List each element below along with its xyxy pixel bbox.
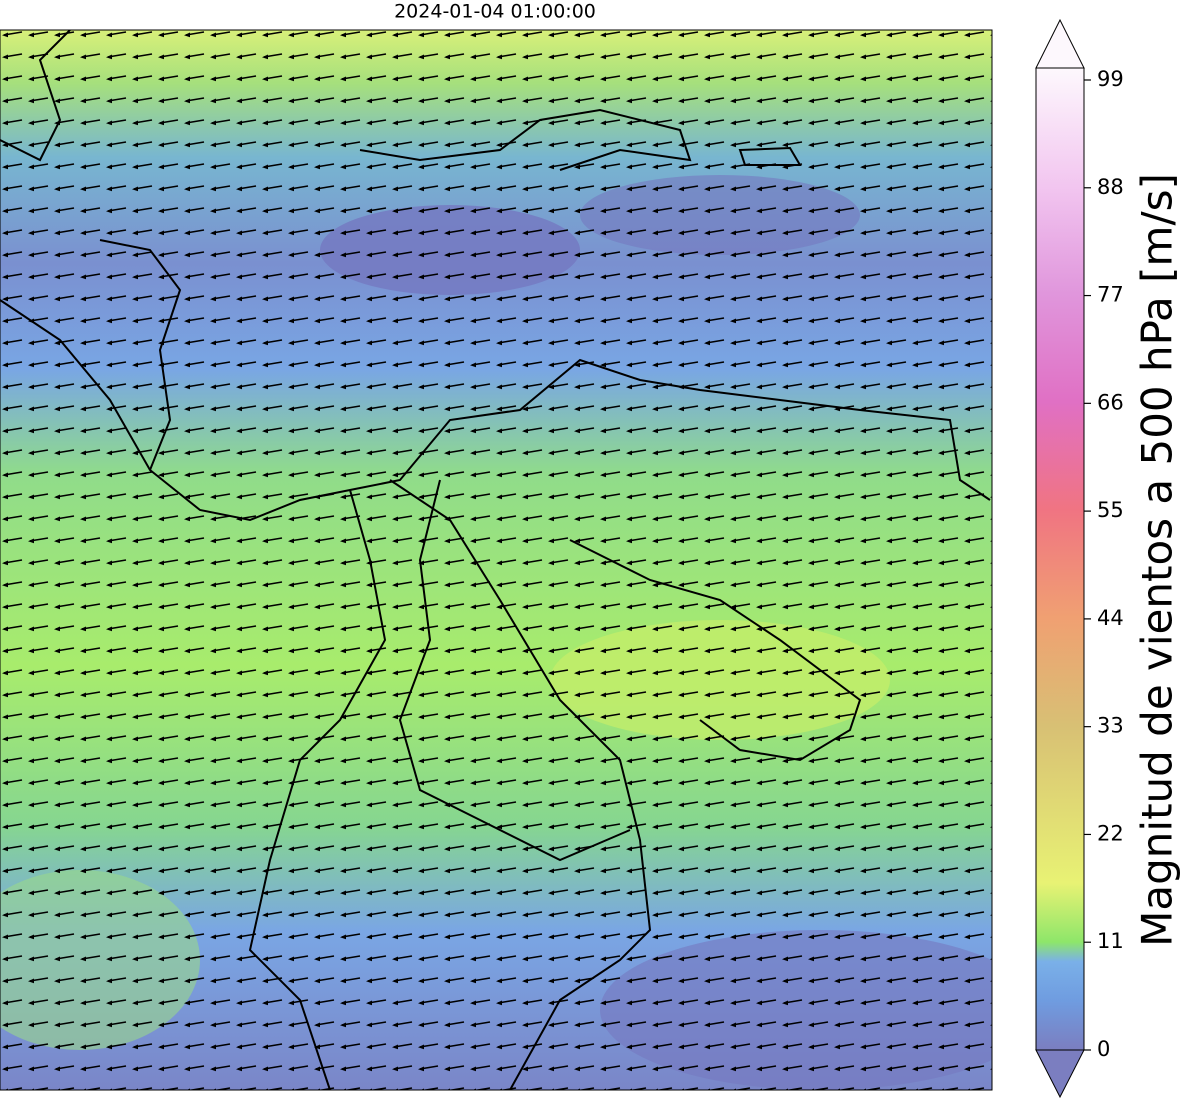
map-frame <box>0 29 993 1091</box>
colorbar <box>1035 18 1085 1099</box>
colorbar-tick-label: 44 <box>1097 606 1124 630</box>
colorbar-tick-label: 99 <box>1097 67 1124 91</box>
colorbar-tick-label: 33 <box>1097 714 1124 738</box>
map-title: 2024-01-04 01:00:00 <box>394 1 596 23</box>
colorbar-tick-label: 22 <box>1097 821 1124 845</box>
wind-map <box>0 30 992 1090</box>
colorbar-label: Magnitud de vientos a 500 hPa [m/s] <box>1133 173 1182 947</box>
colorbar-tick-label: 66 <box>1097 390 1124 414</box>
colorbar-tick-label: 11 <box>1097 929 1124 953</box>
colorbar-tick-label: 0 <box>1097 1037 1110 1061</box>
colorbar-tick-label: 55 <box>1097 498 1124 522</box>
colorbar-tick-label: 88 <box>1097 175 1124 199</box>
colorbar-tick-label: 77 <box>1097 283 1124 307</box>
